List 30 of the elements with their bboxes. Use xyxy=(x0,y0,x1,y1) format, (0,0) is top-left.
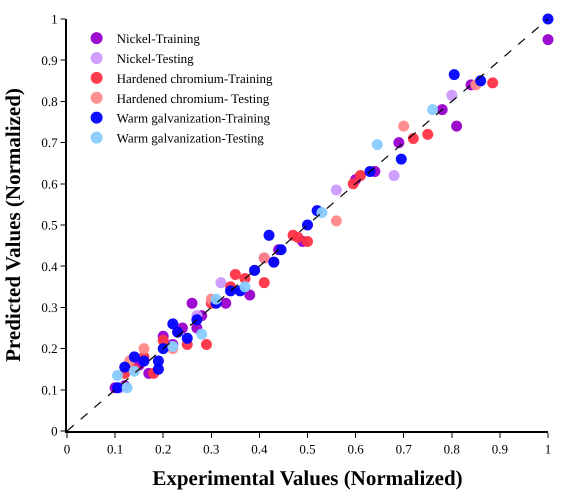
x-tick-label: 0.7 xyxy=(396,441,412,456)
x-axis-title: Experimental Values (Normalized) xyxy=(152,466,463,490)
x-tick-label: 0.4 xyxy=(251,441,268,456)
y-tick-label: 0.7 xyxy=(41,135,58,150)
x-tick-label: 1 xyxy=(544,441,552,456)
legend-label: Hardened chromium- Testing xyxy=(116,90,270,106)
y-tick-label: 0.9 xyxy=(41,52,58,68)
legend-label: Nickel-Training xyxy=(116,31,200,46)
y-tick-label: 0.8 xyxy=(41,94,58,109)
x-tick-label: 0 xyxy=(64,441,70,456)
y-tick-label: 0.5 xyxy=(41,218,58,233)
y-tick-label: 0.3 xyxy=(41,300,58,315)
y-axis-title: Predicted Values (Normalized) xyxy=(1,88,26,362)
legend-label: Hardened chromium-Training xyxy=(116,70,273,86)
y-tick-label: 0 xyxy=(51,424,58,439)
x-tick-label: 0.6 xyxy=(347,441,364,456)
y-tick-label: 0.1 xyxy=(41,382,58,398)
x-tick-label: 0.8 xyxy=(444,441,460,456)
legend-label: Warm galvanization-Training xyxy=(116,110,270,126)
x-tick-label: 0.1 xyxy=(106,441,124,456)
y-tick-label: 0.4 xyxy=(41,258,58,274)
legend-label: Warm galvanization-Testing xyxy=(116,130,264,146)
x-tick-label: 0.2 xyxy=(155,441,172,456)
x-tick-label: 0.3 xyxy=(203,441,220,456)
x-tick-label: 0.9 xyxy=(492,441,508,456)
x-tick-label: 0.5 xyxy=(299,441,316,456)
y-tick-label: 1 xyxy=(51,12,58,27)
legend-label: Nickel-Testing xyxy=(116,51,194,66)
y-tick-label: 0.2 xyxy=(41,341,58,356)
y-tick-label: 0.6 xyxy=(41,176,58,192)
